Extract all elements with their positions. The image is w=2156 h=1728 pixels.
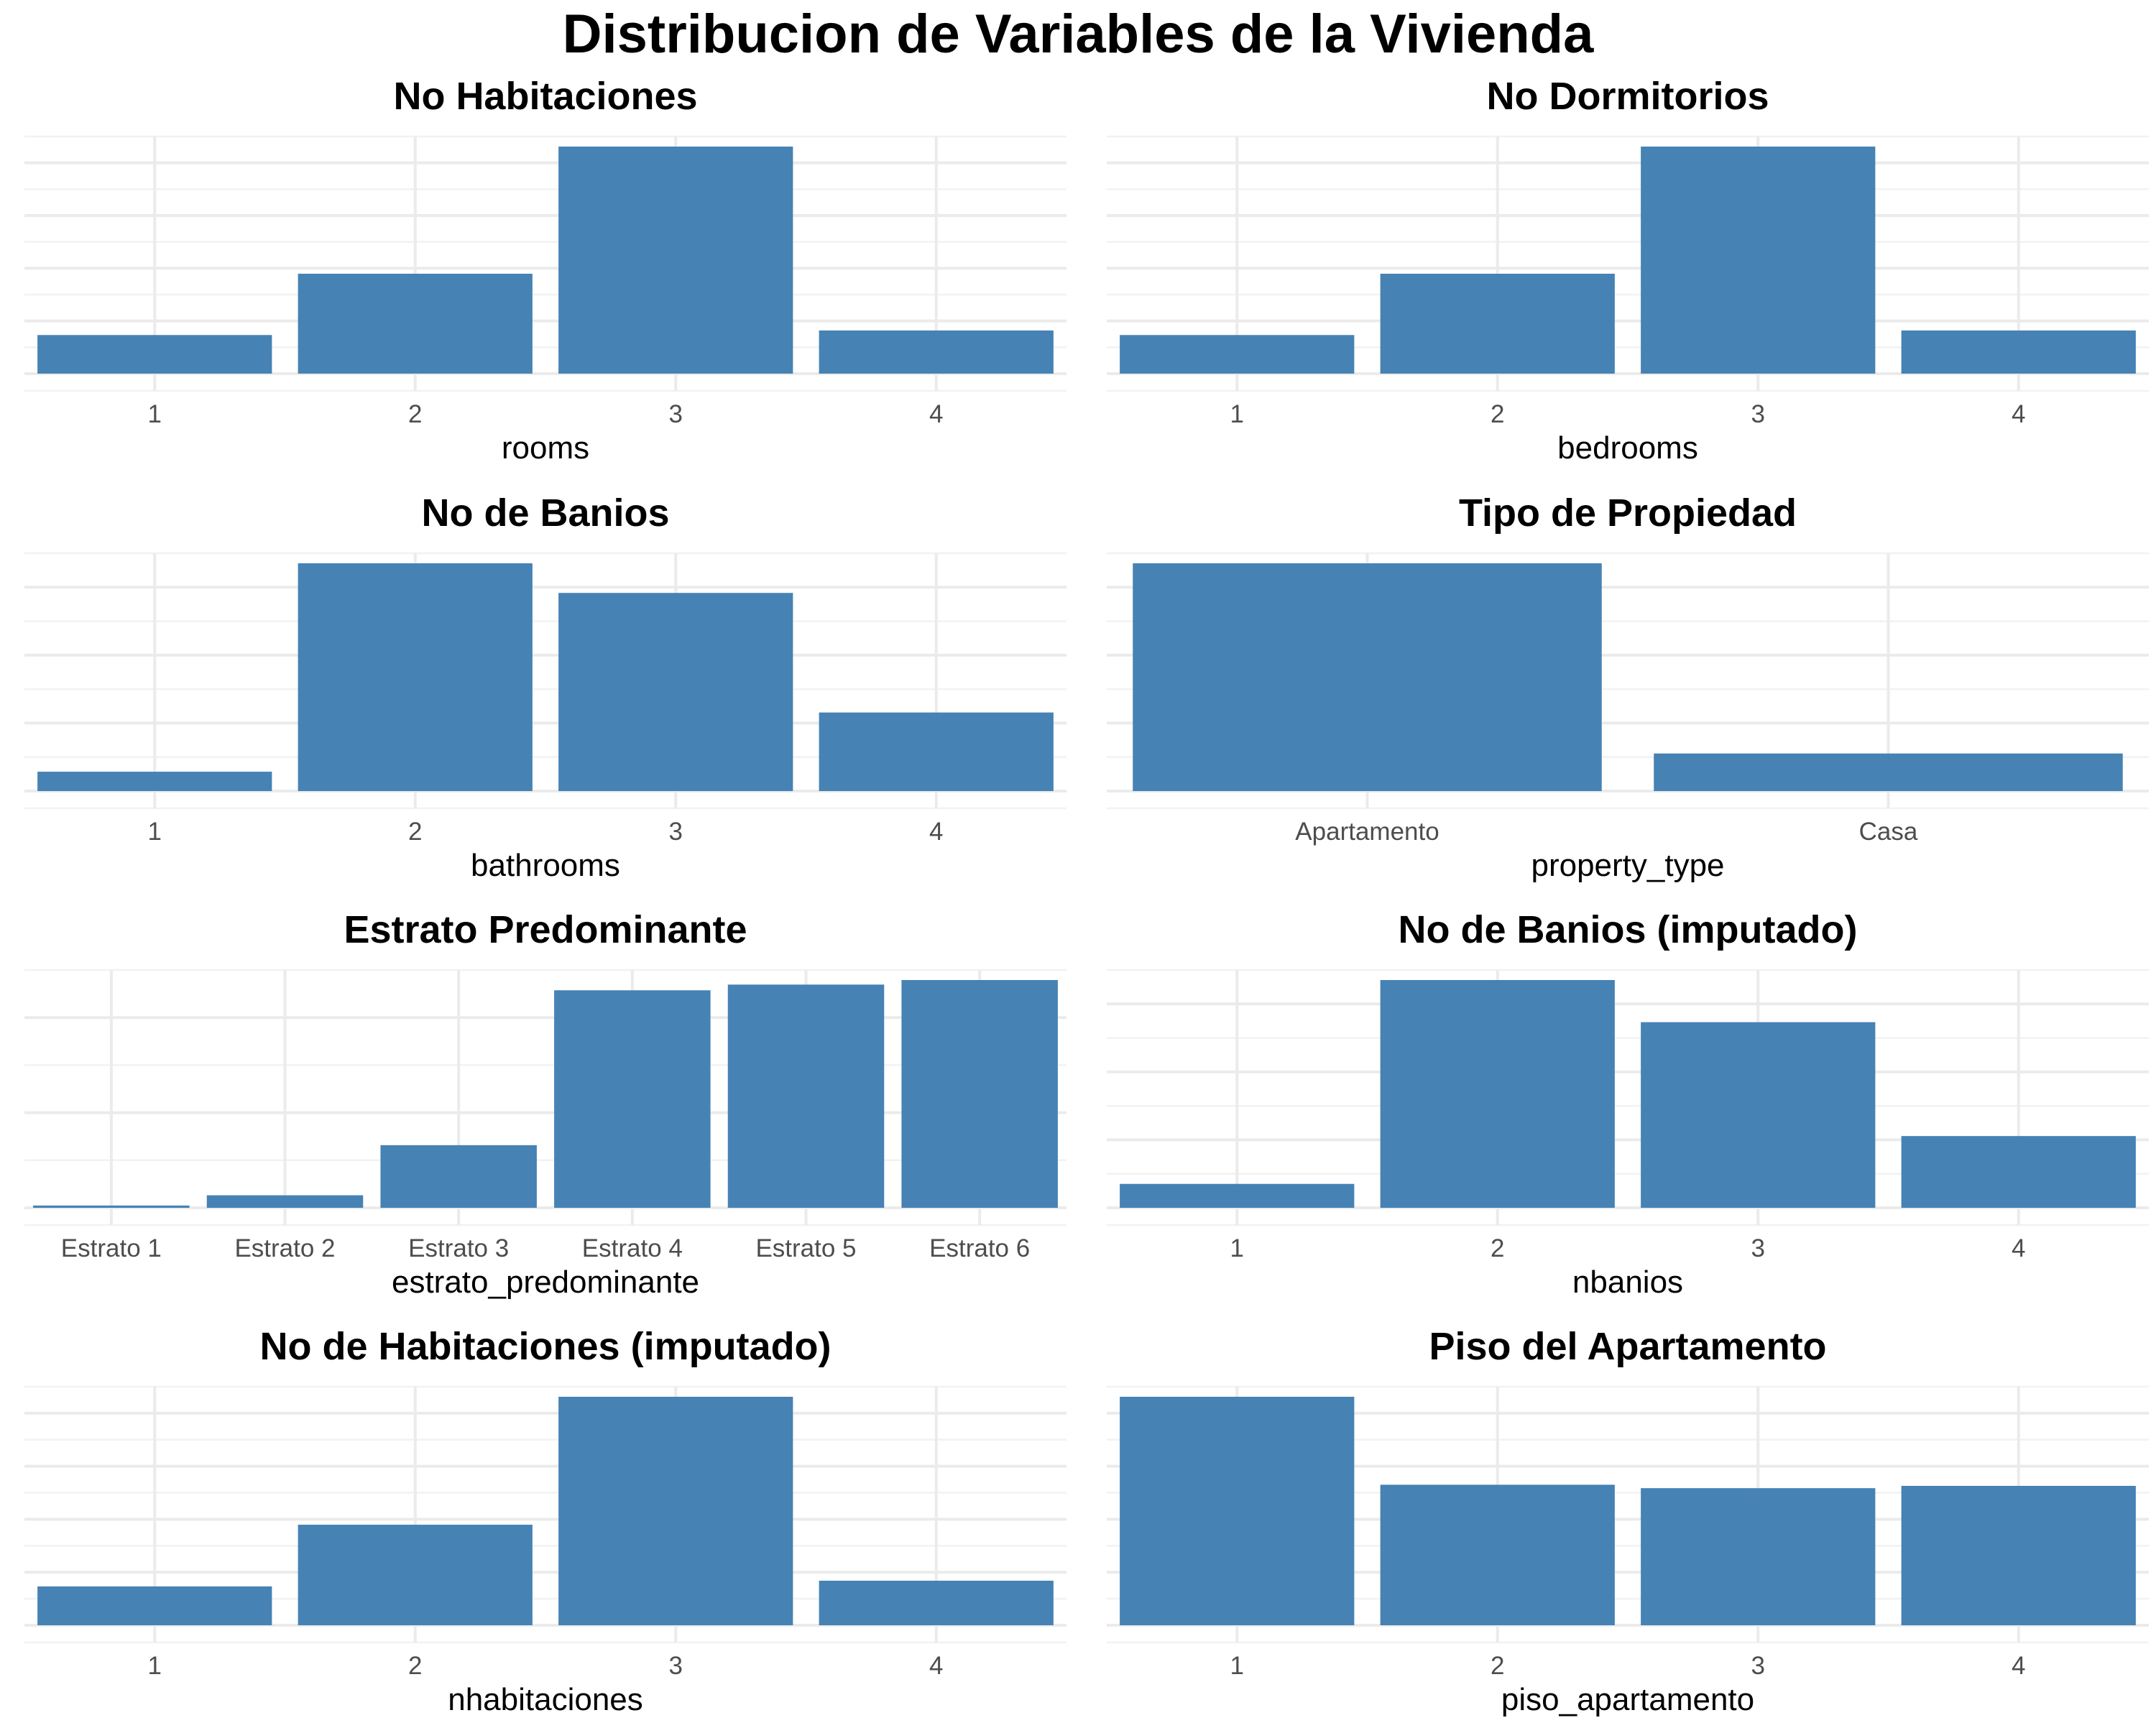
x-axis-label: estrato_predominante	[392, 1265, 699, 1300]
x-tick-label: 3	[1751, 1652, 1765, 1680]
bar-Estrato 3	[380, 1145, 537, 1208]
panel-title: No Habitaciones	[393, 75, 697, 118]
bar-4	[819, 712, 1054, 791]
panel-title: No Dormitorios	[1486, 75, 1769, 118]
bar-3	[558, 593, 793, 791]
x-tick-label: 1	[1230, 400, 1244, 428]
panel-3: 1 2 3 4 bathrooms No de Banios	[24, 491, 1067, 883]
x-tick-label: 3	[669, 400, 683, 428]
panel-2: 1 2 3 4 bedrooms No Dormitorios	[1107, 75, 2149, 466]
bar-3	[558, 1397, 793, 1625]
bar-3	[558, 147, 793, 374]
bar-1	[1120, 335, 1355, 374]
x-tick-label: 1	[148, 818, 162, 846]
x-tick-label: 4	[2012, 400, 2025, 428]
x-tick-label: Estrato 4	[582, 1234, 683, 1262]
panel-title: Tipo de Propiedad	[1459, 491, 1797, 535]
bar-1	[1120, 1183, 1355, 1208]
x-tick-label: 2	[1491, 400, 1504, 428]
x-tick-label: 3	[669, 818, 683, 846]
bar-2	[1380, 273, 1615, 374]
x-tick-label: Estrato 1	[61, 1234, 162, 1262]
x-axis-label: rooms	[502, 430, 589, 466]
bar-3	[1641, 147, 1876, 374]
x-tick-label: 2	[1491, 1234, 1504, 1262]
x-tick-label: 4	[929, 1652, 943, 1680]
x-tick-label: 3	[669, 1652, 683, 1680]
panel-4: Apartamento Casa property_type Tipo de Prop…	[1107, 491, 2149, 883]
x-tick-label: 2	[408, 818, 422, 846]
bar-2	[1380, 980, 1615, 1208]
x-axis-label: bathrooms	[471, 848, 620, 883]
bar-2	[298, 273, 533, 374]
bar-2	[298, 563, 533, 791]
bar-4	[1901, 330, 2136, 374]
bar-4	[819, 330, 1054, 374]
x-tick-label: 1	[148, 1652, 162, 1680]
bar-Apartamento	[1133, 563, 1602, 791]
bar-Estrato 5	[727, 984, 885, 1208]
bar-4	[1901, 1136, 2136, 1208]
x-axis-label: property_type	[1531, 848, 1724, 883]
bar-Estrato 1	[33, 1205, 190, 1208]
figure-title: Distribucion de Variables de la Vivienda	[562, 4, 1594, 65]
x-tick-label: 3	[1751, 1234, 1765, 1262]
x-tick-label: 2	[1491, 1652, 1504, 1680]
x-tick-label: 2	[408, 400, 422, 428]
bar-Casa	[1654, 753, 2123, 791]
x-axis-label: nbanios	[1572, 1265, 1683, 1300]
panel-title: Piso del Apartamento	[1429, 1325, 1826, 1368]
bar-3	[1641, 1022, 1876, 1208]
bar-2	[298, 1525, 533, 1625]
x-tick-label: 1	[148, 400, 162, 428]
x-tick-label: 4	[929, 818, 943, 846]
bar-Estrato 2	[206, 1195, 364, 1208]
x-tick-label: 4	[929, 400, 943, 428]
x-tick-label: 4	[2012, 1652, 2025, 1680]
x-tick-label: 3	[1751, 400, 1765, 428]
bar-Estrato 4	[554, 990, 711, 1208]
x-tick-label: Estrato 2	[234, 1234, 335, 1262]
bar-4	[819, 1580, 1054, 1625]
bar-1	[37, 335, 272, 374]
bar-1	[37, 772, 272, 791]
bar-4	[1901, 1486, 2136, 1625]
x-axis-label: piso_apartamento	[1501, 1682, 1754, 1717]
x-tick-label: Casa	[1859, 818, 1918, 846]
panel-title: Estrato Predominante	[344, 908, 747, 951]
x-tick-label: Estrato 3	[408, 1234, 509, 1262]
bar-1	[37, 1586, 272, 1625]
x-tick-label: 4	[2012, 1234, 2025, 1262]
bar-Estrato 6	[901, 980, 1058, 1208]
bar-3	[1641, 1488, 1876, 1625]
panel-title: No de Banios (imputado)	[1399, 908, 1858, 951]
bar-2	[1380, 1484, 1615, 1625]
x-tick-label: Estrato 6	[929, 1234, 1030, 1262]
panel-6: 1 2 3 4 nbanios No de Banios (imputado)	[1107, 908, 2149, 1300]
panel-7: 1 2 3 4 nhabitaciones No de Habitaciones (imp…	[24, 1325, 1067, 1717]
panel-8: 1 2 3 4 piso_apartamento Piso del Apartamento	[1107, 1325, 2149, 1717]
x-tick-label: Apartamento	[1295, 818, 1439, 846]
x-axis-label: bedrooms	[1557, 430, 1698, 466]
x-tick-label: 2	[408, 1652, 422, 1680]
panel-5: Estrato 1 Estrato 2 Estrato 3 Estrato 4 Estr…	[24, 908, 1067, 1300]
bar-1	[1120, 1397, 1355, 1625]
panel-title: No de Habitaciones (imputado)	[259, 1325, 831, 1368]
x-axis-label: nhabitaciones	[448, 1682, 643, 1717]
x-tick-label: Estrato 5	[755, 1234, 856, 1262]
panel-title: No de Banios	[421, 491, 669, 535]
panel-1: 1 2 3 4 rooms No Habitaciones	[24, 75, 1067, 466]
x-tick-label: 1	[1230, 1234, 1244, 1262]
x-tick-label: 1	[1230, 1652, 1244, 1680]
